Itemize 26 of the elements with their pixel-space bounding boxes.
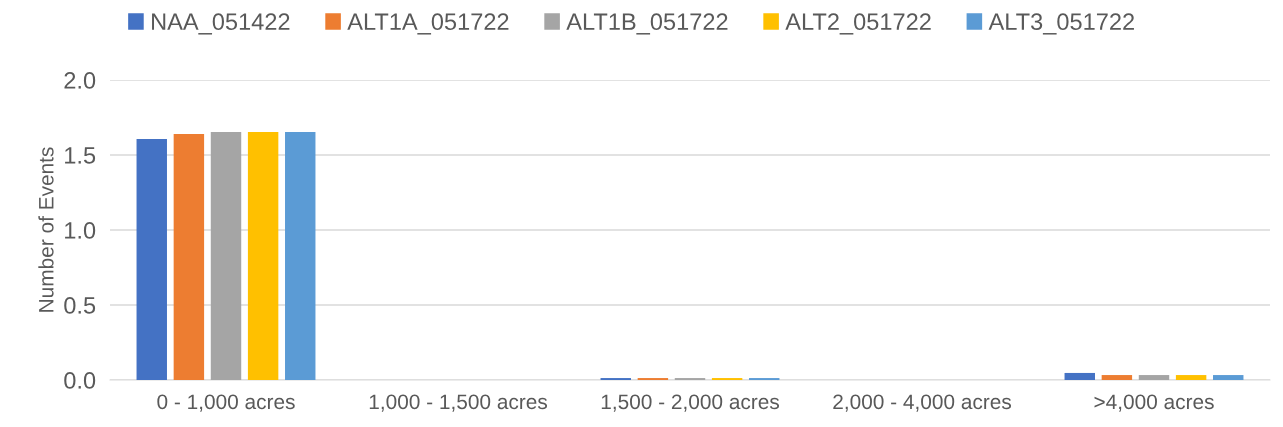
bar bbox=[1064, 372, 1095, 380]
bar bbox=[247, 132, 279, 380]
legend-label: ALT1B_051722 bbox=[566, 13, 728, 35]
legend-label: ALT1A_051722 bbox=[347, 13, 509, 35]
x-tick-label: 1,500 - 2,000 acres bbox=[601, 394, 780, 412]
x-tick-label: 1,000 - 1,500 acres bbox=[369, 394, 548, 412]
x-tick-label: >4,000 acres bbox=[1094, 394, 1214, 412]
legend-label: ALT3_051722 bbox=[988, 13, 1134, 35]
y-tick-label: 2.0 bbox=[64, 72, 96, 89]
x-tick-label: 2,000 - 4,000 acres bbox=[833, 394, 1012, 412]
legend-label: ALT2_051722 bbox=[785, 13, 931, 35]
y-tick-label: 0.0 bbox=[64, 372, 96, 389]
y-tick-label: 0.5 bbox=[64, 297, 96, 314]
bar bbox=[173, 134, 205, 380]
y-tick-label: 1.0 bbox=[65, 222, 96, 239]
bar bbox=[1175, 375, 1207, 380]
bar bbox=[1213, 375, 1244, 380]
legend-label: NAA_051422 bbox=[152, 13, 290, 35]
bar bbox=[1138, 375, 1170, 380]
bar bbox=[285, 132, 316, 380]
bar bbox=[1101, 375, 1133, 380]
y-tick-label: 1.5 bbox=[65, 147, 96, 164]
bar bbox=[210, 132, 242, 380]
bar bbox=[136, 138, 167, 380]
x-tick-label: 0 - 1,000 acres bbox=[157, 394, 295, 412]
y-axis-title: Number of Events bbox=[38, 147, 54, 312]
